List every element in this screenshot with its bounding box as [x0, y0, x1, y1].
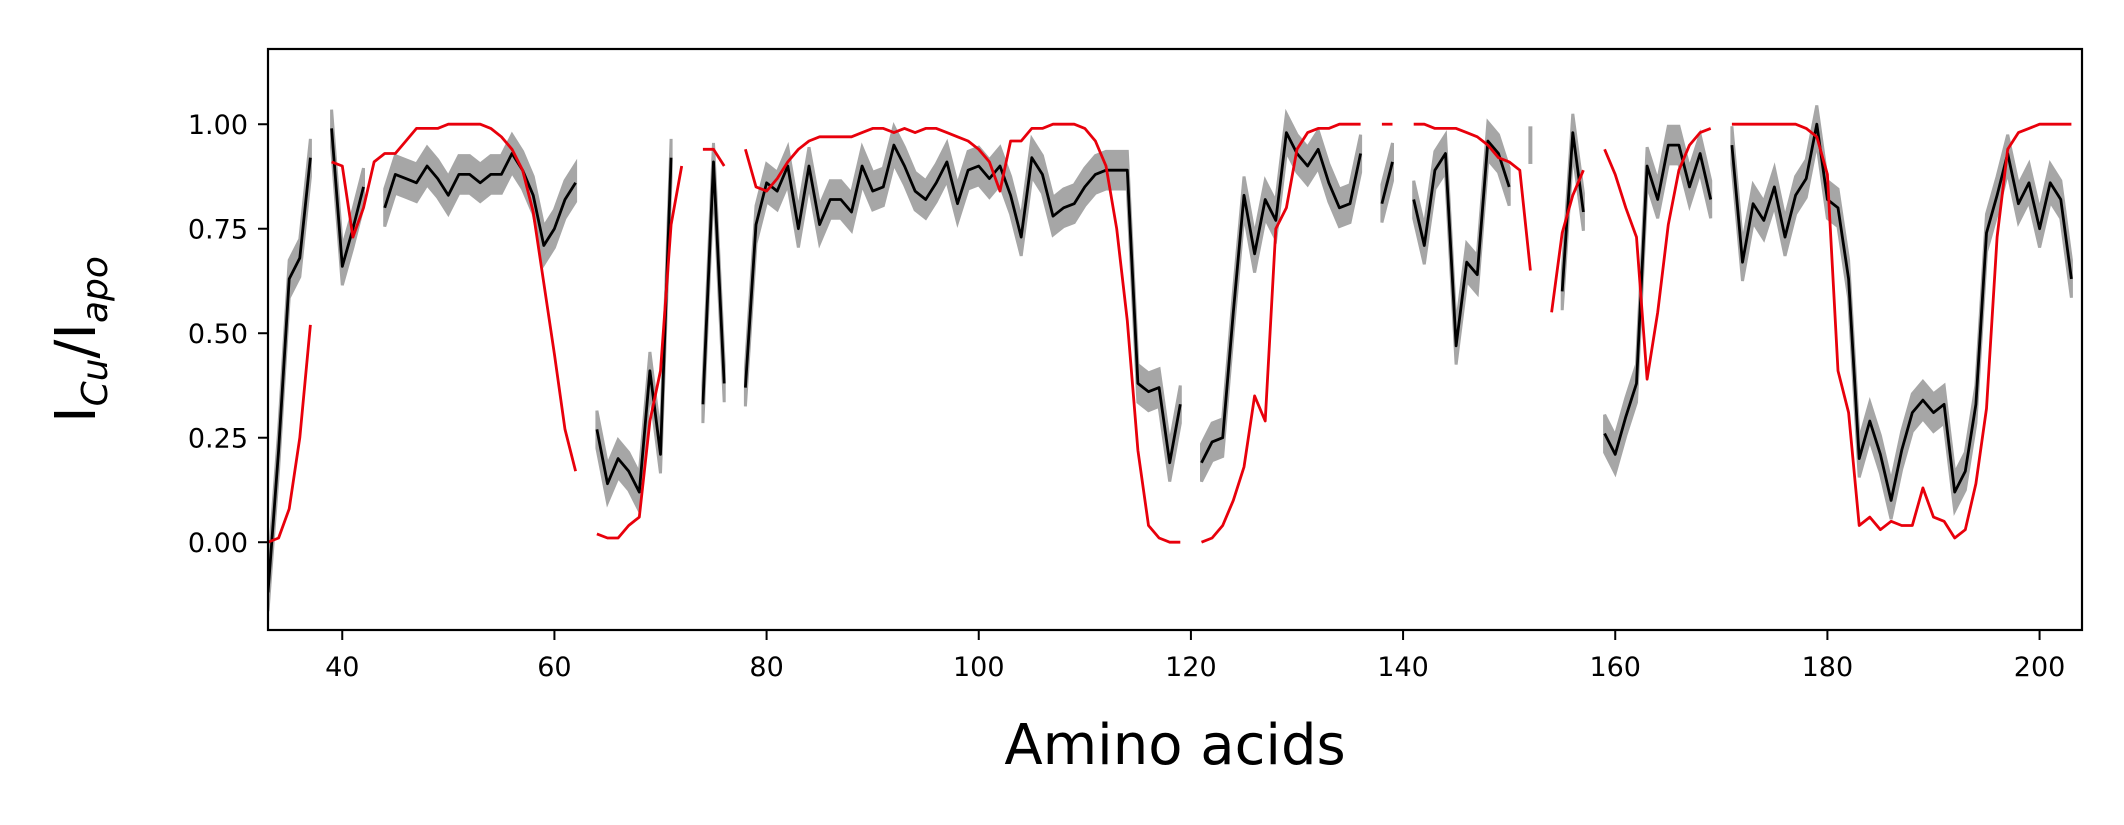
series-line-black: [1412, 139, 1511, 348]
x-tick-label: 40: [325, 652, 359, 683]
series-line-black: [595, 157, 673, 494]
series-line-red: [1550, 169, 1585, 313]
series-line-black: [1730, 122, 2073, 502]
series-line-red: [1413, 122, 1532, 271]
series-line-black: [268, 157, 312, 593]
y-tick-label: 0.00: [188, 528, 248, 559]
series-line-black: [1560, 131, 1585, 292]
y-label-main: I: [44, 406, 109, 423]
series-line-black: [1380, 161, 1394, 205]
x-axis-label: Amino acids: [1004, 713, 1345, 778]
x-tick-label: 180: [1802, 652, 1854, 683]
series-line-red: [1200, 122, 1361, 544]
series-line-red: [331, 122, 577, 472]
x-tick-label: 100: [953, 652, 1005, 683]
series-line-red: [268, 324, 312, 544]
plot-area: [268, 105, 2073, 612]
series-line-red: [1603, 127, 1712, 381]
x-axis: 40 60 80 100 120 140 160 180 200: [325, 630, 2065, 683]
y-tick-label: 0.25: [188, 424, 248, 455]
y-tick-label: 0.75: [188, 215, 248, 246]
series-line-red: [744, 122, 1181, 544]
error-band-segment: [743, 122, 1182, 482]
series-line-black: [701, 160, 726, 405]
y-label-sub2: apo: [75, 256, 116, 323]
y-label-sub1: Cu: [75, 358, 116, 406]
y-axis-label: ICu/Iapo: [44, 256, 116, 423]
x-tick-label: 60: [537, 652, 571, 683]
series-line-black: [1200, 131, 1362, 464]
x-tick-label: 140: [1377, 652, 1429, 683]
x-tick-label: 80: [749, 652, 783, 683]
y-label-sep: /I: [44, 323, 109, 358]
x-tick-label: 120: [1165, 652, 1217, 683]
series-line-red: [1731, 122, 2072, 540]
series-line-black: [383, 152, 577, 247]
x-tick-label: 160: [1589, 652, 1641, 683]
series-line-red: [596, 165, 684, 540]
error-band-segment: [1730, 105, 2073, 520]
y-tick-label: 0.50: [188, 319, 248, 350]
plot-frame: [266, 47, 2084, 632]
error-band-segment: [383, 131, 578, 269]
x-tick-label: 200: [2014, 652, 2066, 683]
series-line-red: [702, 147, 726, 167]
series-line-black: [330, 128, 365, 268]
y-axis: 0.00 0.25 0.50 0.75 1.00: [188, 110, 268, 559]
y-tick-label: 1.00: [188, 110, 248, 141]
series-line-black: [1603, 143, 1713, 456]
